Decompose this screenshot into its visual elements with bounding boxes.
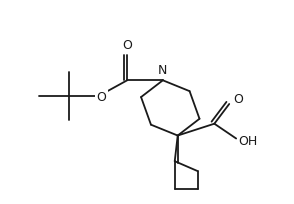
Text: O: O xyxy=(233,93,243,105)
Text: O: O xyxy=(122,39,132,52)
Text: O: O xyxy=(96,91,106,104)
Text: N: N xyxy=(158,64,168,77)
Text: OH: OH xyxy=(238,135,258,148)
